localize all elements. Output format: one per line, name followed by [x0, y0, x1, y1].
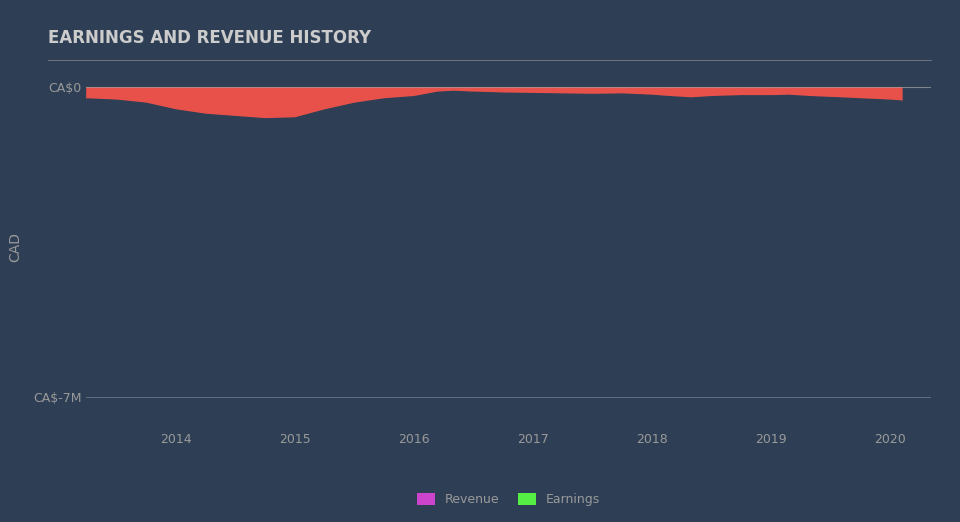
Text: EARNINGS AND REVENUE HISTORY: EARNINGS AND REVENUE HISTORY — [48, 29, 372, 46]
Y-axis label: CAD: CAD — [8, 232, 22, 262]
Legend: Revenue, Earnings: Revenue, Earnings — [411, 487, 607, 513]
